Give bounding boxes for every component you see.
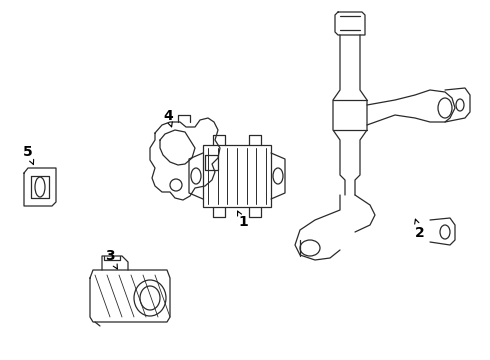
Text: 1: 1 xyxy=(238,211,248,229)
Text: 3: 3 xyxy=(105,249,118,269)
Text: 5: 5 xyxy=(23,145,34,165)
Bar xyxy=(203,145,271,207)
Text: 4: 4 xyxy=(163,109,173,127)
Text: 2: 2 xyxy=(415,219,425,240)
